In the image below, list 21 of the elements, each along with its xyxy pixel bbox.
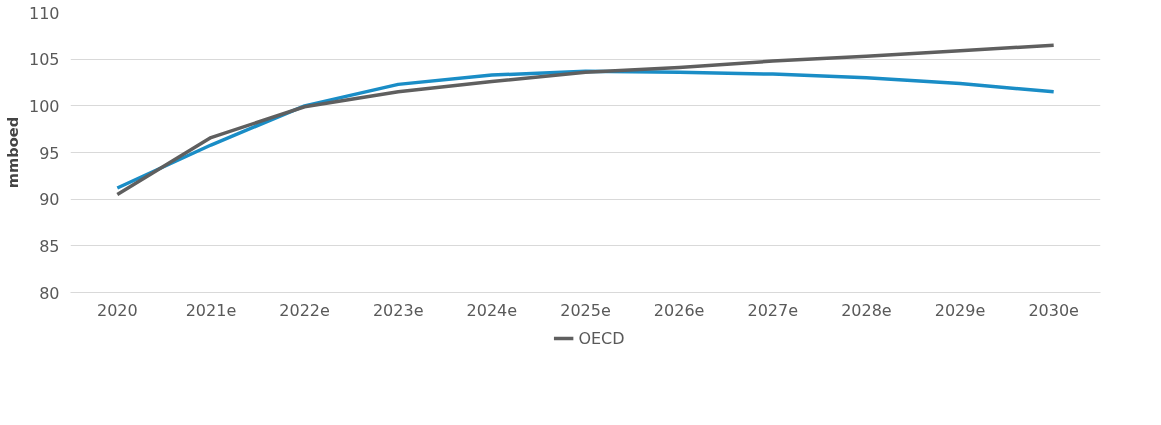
x-tick-label: 2022e [279,300,330,320]
x-tick-label: 2023e [372,300,424,320]
x-tick-label: 2025e [560,300,611,320]
y-tick-label: 80 [39,283,60,303]
x-tick-label: 2026e [653,300,705,320]
x-tick-label: 2021e [185,300,237,320]
y-tick-label: 105 [28,50,60,70]
y-axis-title: mmboed [3,116,21,189]
y-tick-label: 90 [39,190,60,210]
y-tick-label: 85 [39,236,60,256]
x-tick-label: 2028e [841,300,892,320]
x-tick-label: 2030e [1028,300,1079,320]
x-tick-label: 2027e [747,300,799,320]
x-tick-label: 2024e [466,300,518,320]
y-tick-label: 100 [28,96,60,116]
y-tick-label: 110 [28,3,60,23]
x-tick-label: 2020 [96,300,138,320]
y-tick-label: 95 [39,143,60,163]
line-series [115,43,1056,197]
legend-label: OECD [578,328,625,348]
x-tick-label: 2029e [934,300,986,320]
